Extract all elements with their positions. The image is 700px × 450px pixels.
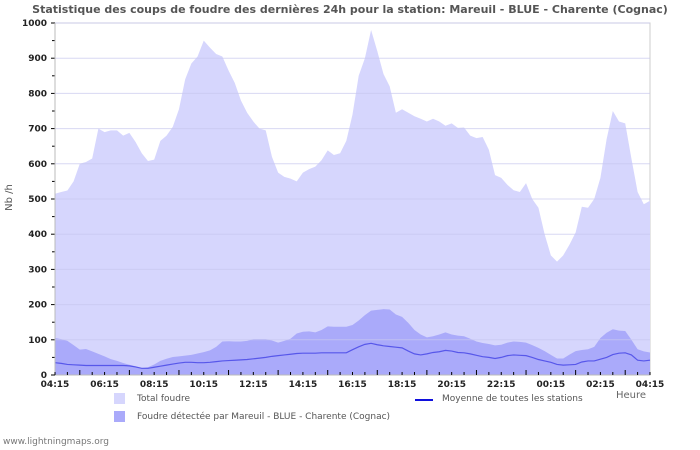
x-tick-label: 12:15: [239, 380, 268, 390]
x-tick-label: 00:15: [537, 380, 566, 390]
chart-title: Statistique des coups de foudre des dern…: [32, 3, 668, 16]
y-tick-label: 0: [41, 371, 47, 381]
x-tick-label: 20:15: [437, 380, 466, 390]
area-series-0: [55, 30, 650, 375]
x-tick-label: 18:15: [388, 380, 417, 390]
x-tick-label: 02:15: [586, 380, 615, 390]
legend-swatch-station: [114, 411, 125, 422]
legend-average-label: Moyenne de toutes les stations: [442, 394, 583, 404]
y-tick-label: 800: [28, 89, 47, 99]
legend-line-average: [415, 399, 433, 401]
legend-station-label: Foudre détectée par Mareuil - BLUE - Cha…: [137, 412, 391, 422]
area-series-1: [55, 309, 650, 375]
x-tick-label: 10:15: [189, 380, 218, 390]
legend-total-label: Total foudre: [137, 394, 191, 404]
watermark: www.lightningmaps.org: [3, 437, 109, 447]
y-tick-label: 400: [28, 230, 47, 240]
x-tick-label: 04:15: [636, 380, 665, 390]
y-tick-label: 700: [28, 125, 47, 135]
line-series-2: [54, 342, 651, 369]
x-tick-label: 04:15: [41, 380, 70, 390]
y-tick-label: 500: [28, 195, 47, 205]
x-tick-label: 22:15: [487, 380, 516, 390]
x-tick-label: 14:15: [289, 380, 318, 390]
x-tick-label: 06:15: [90, 380, 119, 390]
x-tick-label: 16:15: [338, 380, 367, 390]
y-tick-label: 900: [28, 54, 47, 64]
y-tick-label: 1000: [22, 19, 47, 29]
y-tick-label: 100: [28, 336, 47, 346]
y-axis-label: Nb /h: [3, 184, 15, 211]
legend-swatch-total: [114, 393, 125, 404]
y-tick-label: 200: [28, 301, 47, 311]
x-axis-label: Heure: [616, 390, 647, 401]
y-tick-label: 600: [28, 160, 47, 170]
y-tick-label: 300: [28, 265, 47, 275]
x-tick-label: 08:15: [140, 380, 169, 390]
